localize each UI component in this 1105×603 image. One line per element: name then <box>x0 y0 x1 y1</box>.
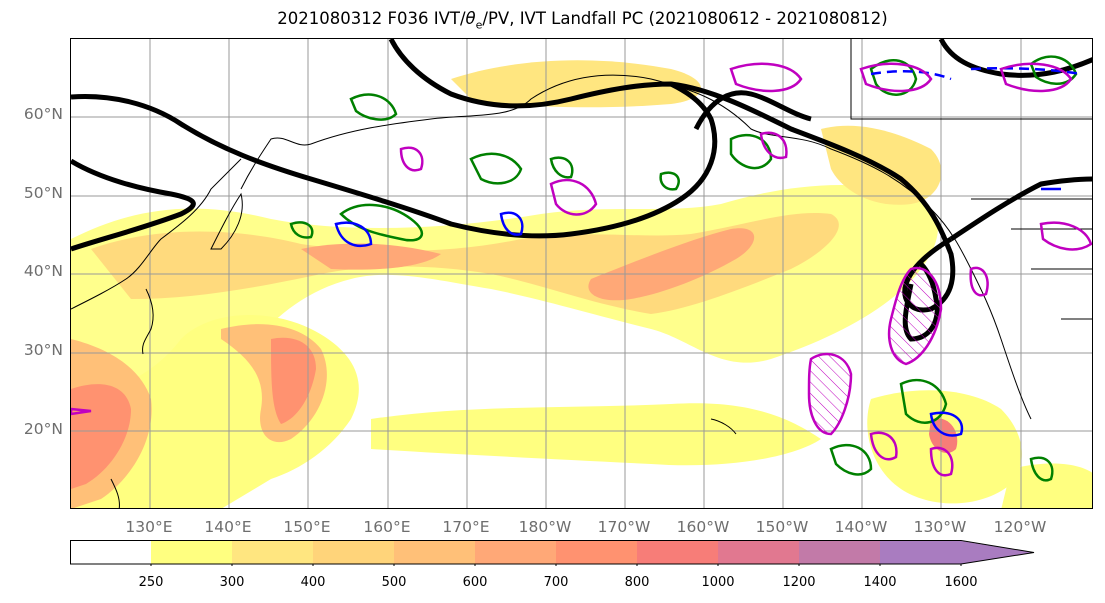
colorbar-extend-arrow <box>961 541 1034 564</box>
colorbar-segment <box>880 541 962 564</box>
colorbar-segment <box>394 541 476 564</box>
lon-label: 160°E <box>363 518 411 536</box>
colorbar-segment <box>313 541 395 564</box>
lon-label: 170°W <box>597 518 651 536</box>
colorbar-segment <box>70 541 152 564</box>
colorbar-segment <box>151 541 233 564</box>
colorbar-segment <box>475 541 557 564</box>
colorbar-tick-label: 800 <box>624 575 650 590</box>
lon-label: 130°E <box>125 518 173 536</box>
lon-label: 180°W <box>518 518 572 536</box>
colorbar-tick-label: 300 <box>219 575 245 590</box>
colorbar-tick-label: 1200 <box>782 575 816 590</box>
colorbar-outline <box>70 540 1035 565</box>
lon-label: 160°W <box>676 518 730 536</box>
lon-label: 120°W <box>993 518 1047 536</box>
lon-label: 170°E <box>442 518 490 536</box>
lon-label: 150°E <box>283 518 331 536</box>
lon-label: 130°W <box>913 518 967 536</box>
colorbar-tick-label: 700 <box>543 575 569 590</box>
lat-label-60n: 60°N <box>23 105 63 123</box>
map-title: 2021080312 F036 IVT/θe/PV, IVT Landfall … <box>277 9 888 32</box>
colorbar-tick-label: 600 <box>462 575 488 590</box>
lat-label-40n: 40°N <box>23 262 63 280</box>
colorbar-tick-label: 1400 <box>863 575 897 590</box>
ivt-shading <box>71 60 1092 508</box>
lat-lon-grid <box>71 39 1092 508</box>
lat-label-20n: 20°N <box>23 420 63 438</box>
lon-label: 150°W <box>755 518 809 536</box>
colorbar-segment <box>232 541 314 564</box>
colorbar-tick-label: 1000 <box>701 575 735 590</box>
pv-blue-contours <box>334 66 1082 437</box>
map-canvas <box>71 39 1092 508</box>
colorbar-segment <box>637 541 719 564</box>
colorbar-segment <box>556 541 638 564</box>
colorbar-tick-label: 1600 <box>944 575 978 590</box>
colorbar-segment <box>799 541 881 564</box>
pv-magenta-contours <box>71 62 1092 477</box>
lat-label-30n: 30°N <box>23 341 63 359</box>
map-panel <box>70 38 1093 509</box>
lon-label: 140°E <box>204 518 252 536</box>
lat-label-50n: 50°N <box>23 184 63 202</box>
colorbar <box>70 540 1035 566</box>
colorbar-tick-label: 500 <box>381 575 407 590</box>
colorbar-segment <box>718 541 800 564</box>
colorbar-tick-label: 250 <box>138 575 164 590</box>
lon-label: 140°W <box>834 518 888 536</box>
colorbar-tick-label: 400 <box>300 575 326 590</box>
